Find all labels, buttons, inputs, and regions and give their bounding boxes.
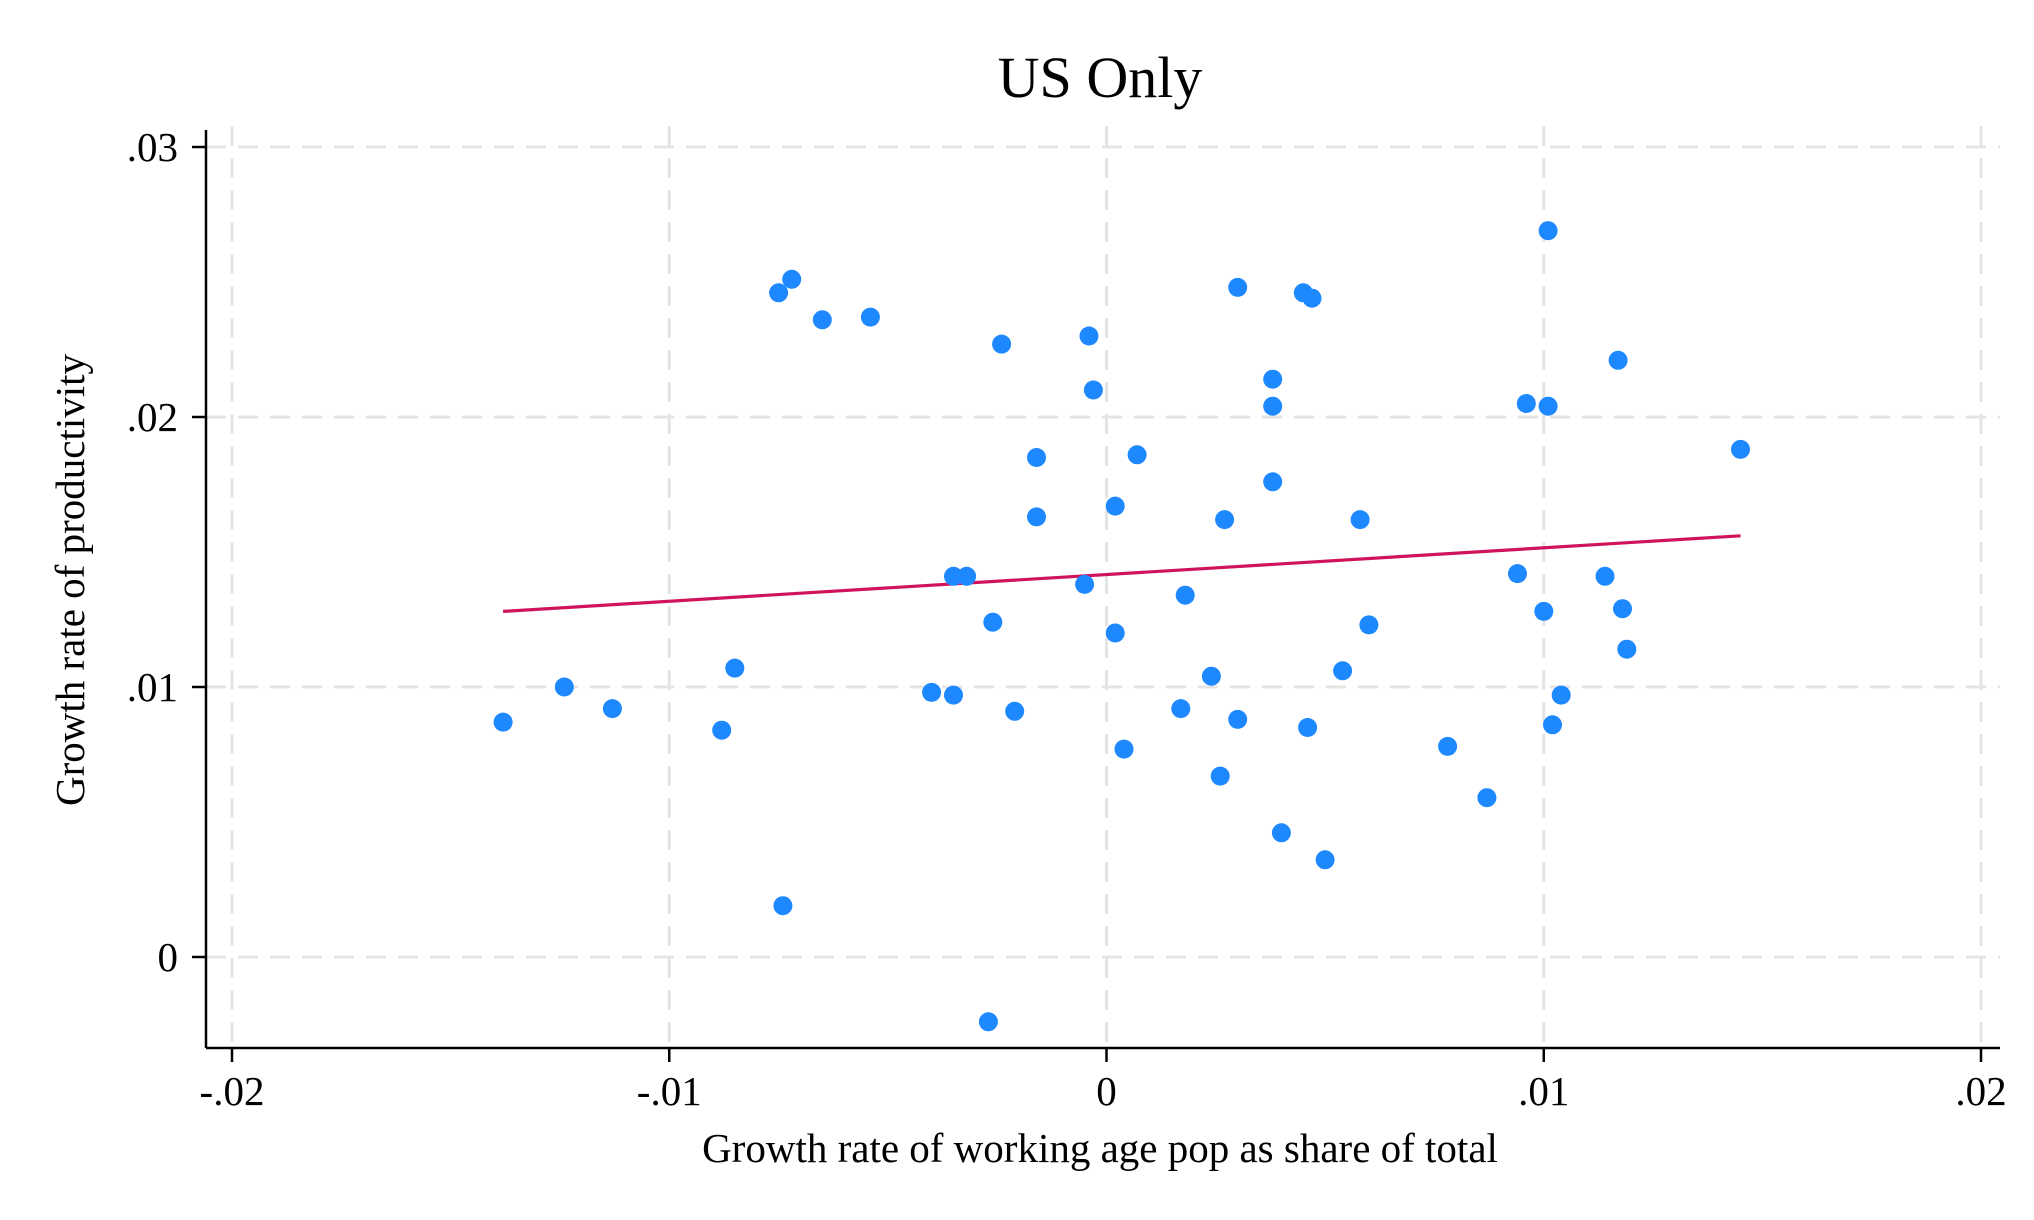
- x-axis-title: Growth rate of working age pop as share …: [702, 1125, 1498, 1171]
- scatter-point: [1075, 574, 1095, 594]
- axes: [192, 130, 2000, 1062]
- scatter-point: [1263, 396, 1283, 416]
- scatter-point: [1613, 599, 1632, 619]
- scatter-point: [782, 269, 802, 289]
- scatter-point: [1359, 615, 1379, 635]
- scatter-point: [1005, 701, 1025, 721]
- scatter-point: [1027, 507, 1046, 527]
- scatter-point: [1228, 709, 1248, 729]
- scatter-point: [944, 566, 963, 586]
- scatter-point: [1083, 380, 1103, 400]
- scatter-point: [769, 283, 789, 303]
- fit-line-group: [503, 534, 1741, 613]
- y-axis-title: Growth rate of productivity: [47, 353, 93, 806]
- scatter-point: [554, 677, 574, 697]
- scatter-point: [1438, 736, 1458, 756]
- x-tick-label: -.02: [200, 1068, 265, 1114]
- x-tick-label: .01: [1518, 1068, 1569, 1114]
- scatter-point: [1595, 566, 1615, 586]
- scatter-point: [1210, 766, 1230, 786]
- x-tick-label: -.01: [637, 1068, 702, 1114]
- scatter-point: [1551, 685, 1571, 705]
- scatter-point: [1175, 585, 1195, 605]
- y-tick-label: 0: [158, 934, 179, 980]
- y-tick-label: .02: [127, 394, 178, 440]
- scatter-point: [1543, 715, 1562, 735]
- x-tick-label: .02: [1955, 1068, 2006, 1114]
- scatter-point: [812, 310, 832, 330]
- scatter-point: [922, 682, 942, 702]
- scatter-point: [1215, 510, 1235, 530]
- scatter-point: [1534, 601, 1554, 621]
- scatter-point: [1350, 510, 1370, 530]
- fitted-line: [503, 534, 1741, 613]
- scatter-point: [1477, 788, 1497, 808]
- tick-labels: -.02 -.01 0 .01 .02 0 .01 .02 .03: [127, 124, 2007, 1114]
- scatter-point: [1731, 439, 1750, 459]
- scatter-point: [860, 307, 880, 327]
- scatter-point: [1538, 396, 1558, 416]
- scatter-point: [957, 566, 977, 586]
- scatter-point: [1302, 288, 1322, 308]
- gridlines: [206, 126, 2000, 1048]
- scatter-point: [712, 720, 732, 740]
- scatter-point: [944, 685, 963, 705]
- scatter-point: [1228, 277, 1248, 297]
- scatter-point: [992, 334, 1012, 354]
- scatter-point: [978, 1012, 998, 1032]
- scatter-point: [1127, 445, 1147, 465]
- scatter-point: [983, 612, 1003, 632]
- y-tick-label: .03: [127, 124, 178, 170]
- scatter-point: [1079, 326, 1099, 346]
- data-points: [493, 221, 1750, 1032]
- scatter-point: [1114, 739, 1134, 759]
- scatter-point: [1105, 623, 1125, 643]
- y-tick-label: .01: [127, 664, 178, 710]
- scatter-point: [1105, 496, 1125, 516]
- scatter-point: [493, 712, 513, 732]
- scatter-point: [1617, 639, 1637, 659]
- scatter-point: [1298, 718, 1318, 737]
- x-tick-label: 0: [1096, 1068, 1117, 1114]
- scatter-point: [1201, 666, 1221, 686]
- scatter-point: [1538, 221, 1558, 241]
- scatter-point: [1315, 850, 1335, 870]
- scatter-point: [1171, 699, 1191, 719]
- scatter-point: [1263, 472, 1283, 492]
- scatter-point: [1027, 448, 1046, 467]
- scatter-point: [725, 658, 745, 678]
- chart-title: US Only: [998, 45, 1203, 110]
- scatter-point: [602, 699, 622, 719]
- scatter-point: [1516, 394, 1536, 413]
- scatter-point: [1608, 350, 1628, 370]
- scatter-point: [1263, 369, 1283, 389]
- scatter-point: [1271, 823, 1291, 843]
- scatter-point: [1333, 661, 1353, 681]
- scatter-point: [773, 896, 793, 916]
- scatter-point: [1508, 564, 1527, 584]
